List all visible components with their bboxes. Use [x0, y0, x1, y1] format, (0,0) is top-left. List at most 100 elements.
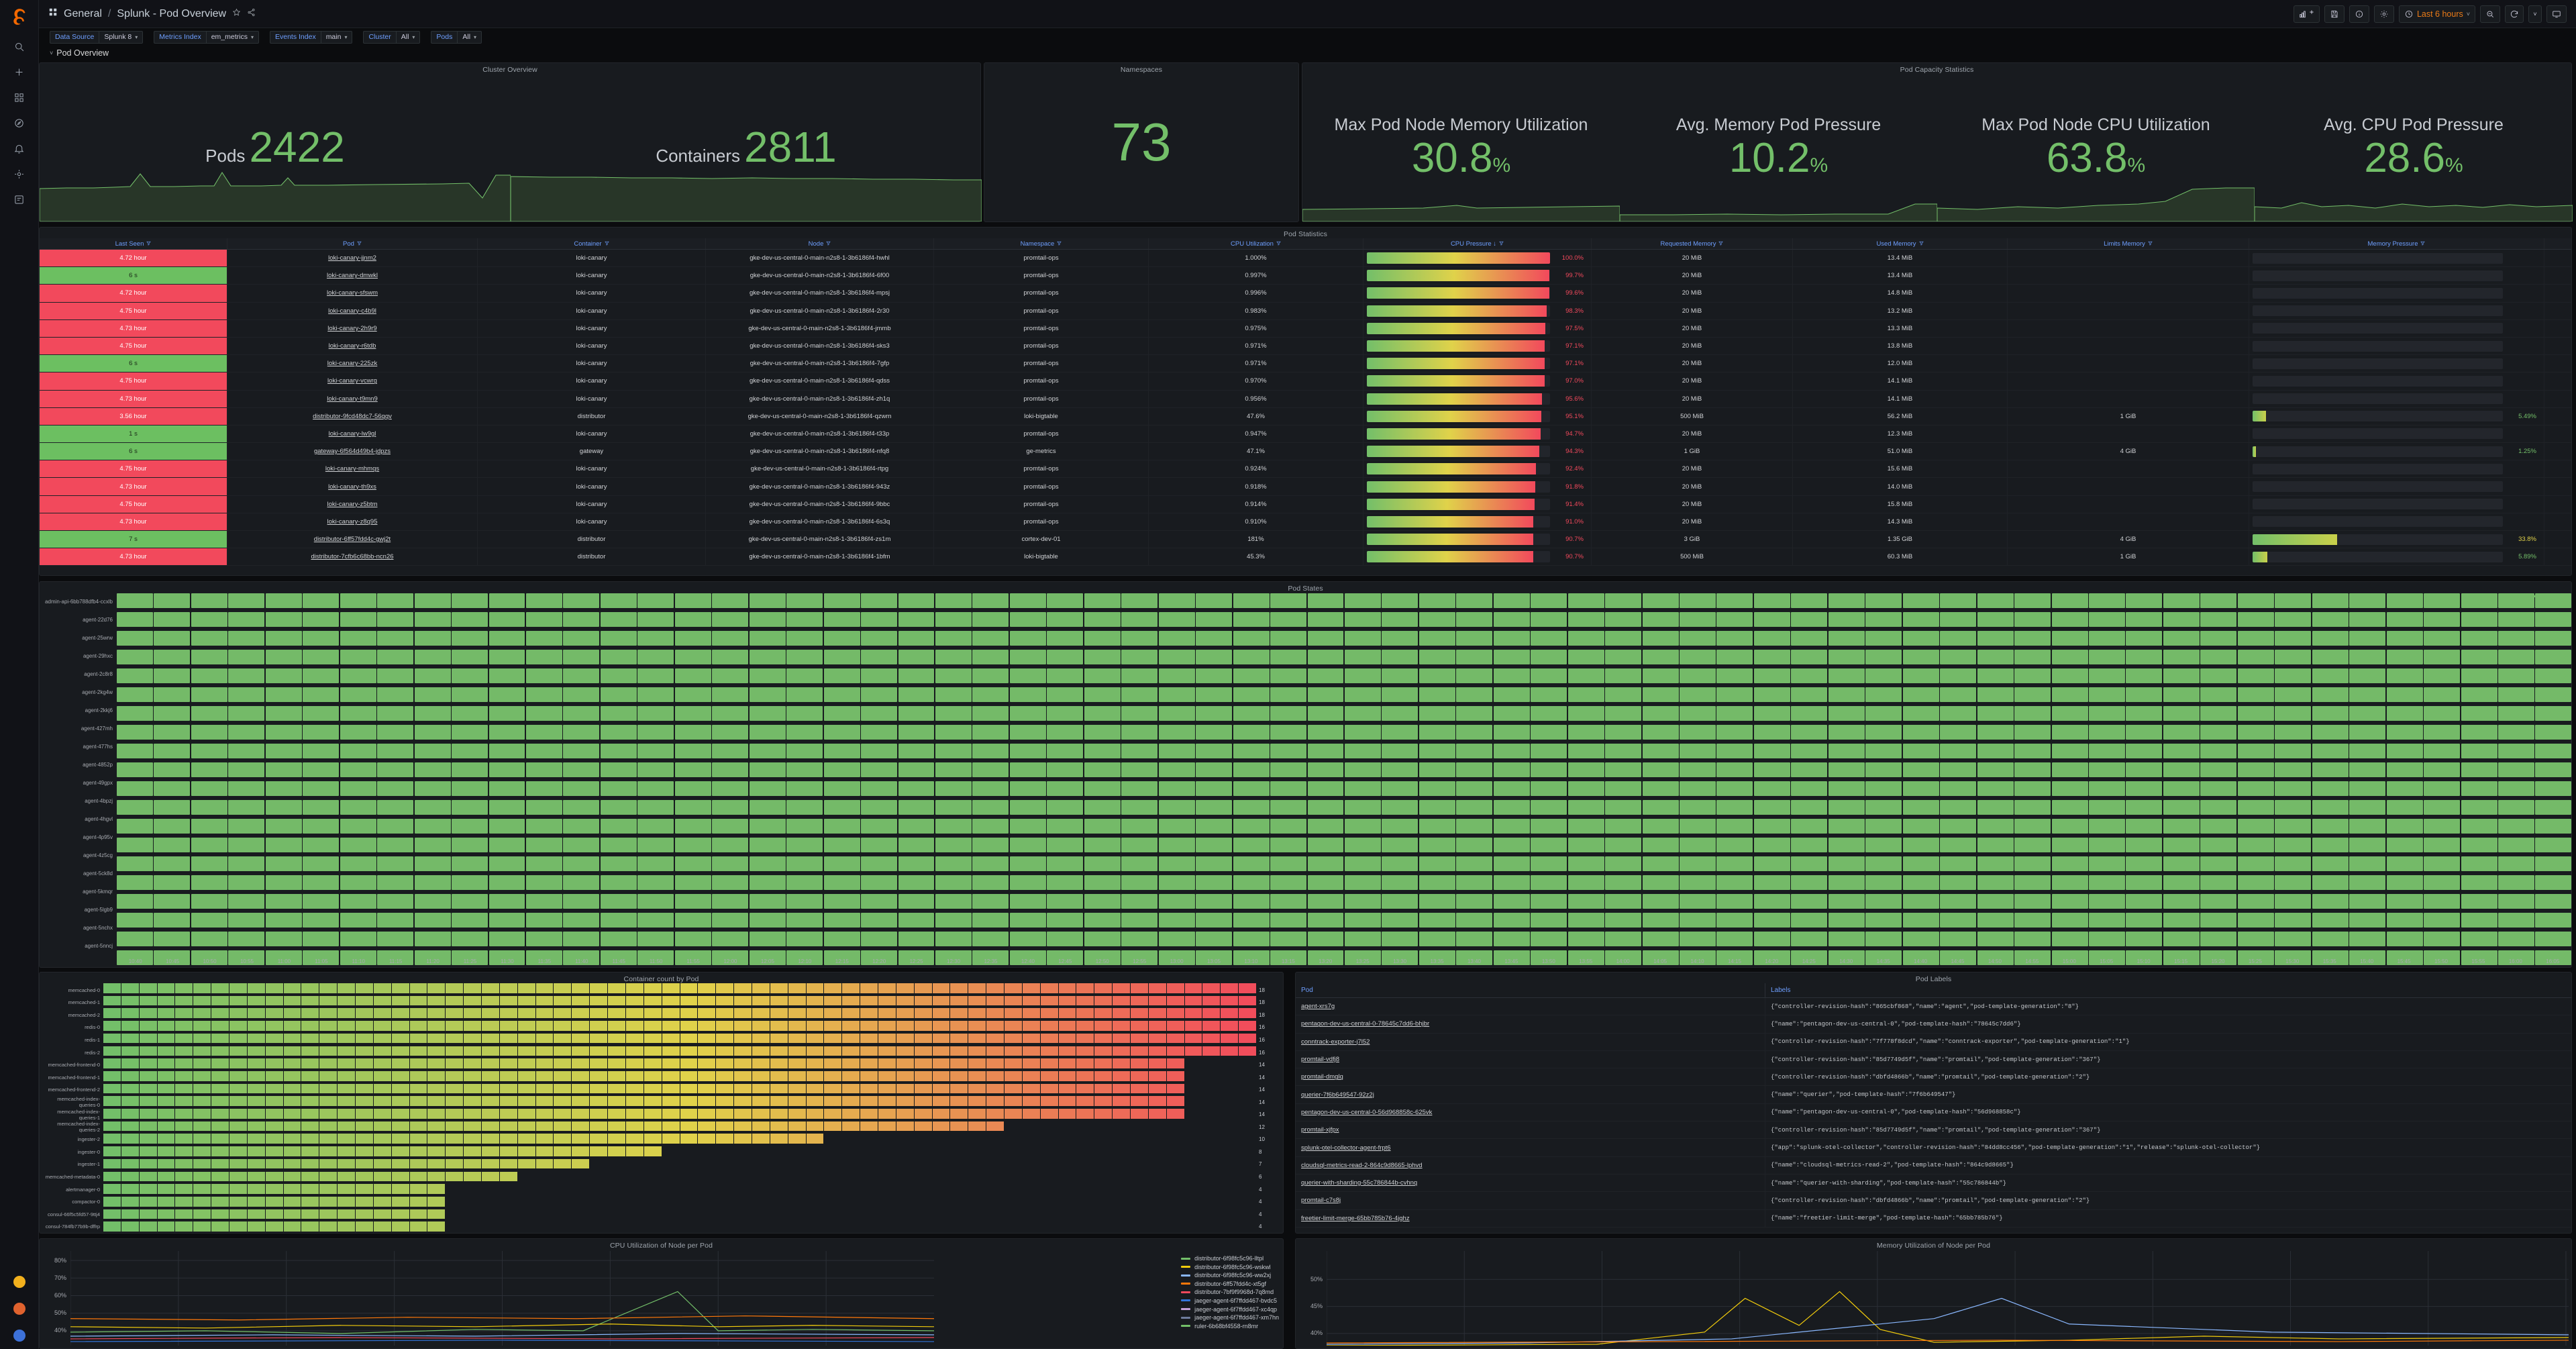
state-cell-running[interactable]: [191, 800, 227, 815]
heatmap-cell[interactable]: [878, 1209, 896, 1219]
heatmap-cell[interactable]: [734, 1209, 752, 1219]
heatmap-cell[interactable]: [1131, 1121, 1148, 1132]
table-row[interactable]: pentagon-dev-us-central-0-56d968858c-625…: [1296, 1103, 2571, 1122]
state-cell-running[interactable]: [935, 838, 972, 852]
heatmap-cell[interactable]: [1041, 1209, 1058, 1219]
heatmap-cell[interactable]: [518, 1209, 535, 1219]
heatmap-cell[interactable]: [229, 1196, 247, 1207]
heatmap-cell[interactable]: [554, 1158, 572, 1169]
heatmap-cell[interactable]: [409, 1221, 427, 1232]
heatmap-cell[interactable]: [121, 1134, 139, 1144]
state-cell-running[interactable]: [1791, 932, 1828, 946]
state-cell-running[interactable]: [1940, 781, 1977, 796]
heatmap-cell[interactable]: [373, 1171, 391, 1182]
heatmap-cell[interactable]: [157, 1008, 175, 1019]
state-cell-running[interactable]: [117, 913, 153, 928]
state-cell-running[interactable]: [1567, 838, 1604, 852]
state-cell-running[interactable]: [525, 875, 562, 890]
state-cell-running[interactable]: [1567, 631, 1604, 646]
heatmap-cell[interactable]: [211, 1171, 229, 1182]
heatmap-cell[interactable]: [121, 1146, 139, 1156]
heatmap-cell[interactable]: [211, 1134, 229, 1144]
state-cell-running[interactable]: [674, 856, 711, 871]
state-cell-running[interactable]: [2498, 725, 2534, 740]
heatmap-cell[interactable]: [319, 1146, 338, 1156]
state-cell-running[interactable]: [1493, 781, 1530, 796]
heatmap-cell[interactable]: [1041, 1159, 1058, 1169]
state-cell-running[interactable]: [1047, 744, 1084, 758]
state-cell-running[interactable]: [1084, 612, 1121, 627]
state-cell-running[interactable]: [1828, 856, 1865, 871]
state-cell-running[interactable]: [1642, 838, 1679, 852]
heatmap-cell[interactable]: [157, 1221, 175, 1232]
heatmap-cell[interactable]: [572, 1146, 590, 1156]
state-cell-running[interactable]: [1865, 838, 1902, 852]
heatmap-cell[interactable]: [734, 1008, 752, 1019]
heatmap-cell[interactable]: [464, 1134, 482, 1144]
state-cell-running[interactable]: [1270, 631, 1306, 646]
state-cell-running[interactable]: [1828, 725, 1865, 740]
state-cell-running[interactable]: [340, 612, 376, 627]
filter-icon[interactable]: [1276, 240, 1281, 248]
heatmap-cell[interactable]: [1130, 983, 1148, 993]
heatmap-cell[interactable]: [157, 1021, 175, 1031]
state-cell-running[interactable]: [2312, 650, 2349, 664]
state-cell-running[interactable]: [823, 612, 860, 627]
heatmap-cell[interactable]: [229, 1121, 247, 1132]
state-cell-running[interactable]: [1642, 668, 1679, 683]
state-cell-running[interactable]: [1828, 687, 1865, 702]
state-cell-running[interactable]: [2237, 687, 2274, 702]
dashboard-settings-button[interactable]: [2373, 5, 2394, 23]
heatmap-cell[interactable]: [464, 1158, 482, 1169]
heatmap-cell[interactable]: [626, 1209, 643, 1219]
heatmap-cell[interactable]: [986, 1134, 1004, 1144]
heatmap-cell[interactable]: [644, 1184, 662, 1194]
heatmap-cell[interactable]: [482, 1033, 499, 1044]
heatmap-cell[interactable]: [1239, 995, 1256, 1006]
table-row[interactable]: 4.73 hour loki-canary-t9mn9 loki-canary gke…: [40, 390, 2571, 408]
state-cell-running[interactable]: [1605, 687, 1642, 702]
state-cell-running[interactable]: [2535, 838, 2572, 852]
heatmap-cell[interactable]: [878, 1046, 896, 1056]
heatmap-cell[interactable]: [1202, 1021, 1221, 1031]
state-cell-running[interactable]: [2349, 744, 2386, 758]
state-cell-running[interactable]: [1084, 800, 1121, 815]
state-cell-running[interactable]: [1196, 819, 1233, 834]
state-cell-running[interactable]: [637, 631, 674, 646]
state-cell-running[interactable]: [1977, 932, 2014, 946]
state-cell-running[interactable]: [1047, 819, 1084, 834]
state-cell-running[interactable]: [2498, 668, 2534, 683]
heatmap-cell[interactable]: [1004, 1046, 1022, 1056]
state-cell-running[interactable]: [154, 781, 191, 796]
state-cell-running[interactable]: [2200, 856, 2237, 871]
heatmap-cell[interactable]: [770, 1058, 788, 1068]
state-cell-running[interactable]: [2498, 819, 2534, 834]
state-cell-running[interactable]: [1753, 706, 1790, 721]
state-cell-running[interactable]: [1902, 612, 1939, 627]
heatmap-cell[interactable]: [986, 1221, 1004, 1232]
state-cell-running[interactable]: [1642, 631, 1679, 646]
heatmap-cell[interactable]: [1202, 1134, 1220, 1144]
heatmap-cell[interactable]: [590, 1008, 608, 1019]
heatmap-cell[interactable]: [211, 1158, 229, 1169]
state-cell-running[interactable]: [340, 706, 376, 721]
state-cell-running[interactable]: [191, 687, 227, 702]
heatmap-cell[interactable]: [356, 1134, 373, 1144]
state-cell-running[interactable]: [2498, 687, 2534, 702]
state-cell-running[interactable]: [2089, 687, 2125, 702]
heatmap-cell[interactable]: [608, 1121, 625, 1132]
heatmap-cell[interactable]: [1221, 1046, 1239, 1056]
state-cell-running[interactable]: [1121, 650, 1158, 664]
state-cell-running[interactable]: [1753, 856, 1790, 871]
heatmap-cell[interactable]: [554, 1209, 571, 1219]
state-cell-running[interactable]: [712, 706, 749, 721]
heatmap-cell[interactable]: [824, 1096, 842, 1106]
state-cell-running[interactable]: [1009, 856, 1046, 871]
state-cell-running[interactable]: [600, 593, 637, 608]
state-cell-running[interactable]: [1605, 819, 1642, 834]
state-cell-running[interactable]: [303, 687, 340, 702]
heatmap-cell[interactable]: [373, 1083, 391, 1094]
heatmap-cell[interactable]: [572, 1083, 590, 1094]
state-cell-running[interactable]: [1270, 838, 1306, 852]
state-cell-running[interactable]: [488, 932, 525, 946]
